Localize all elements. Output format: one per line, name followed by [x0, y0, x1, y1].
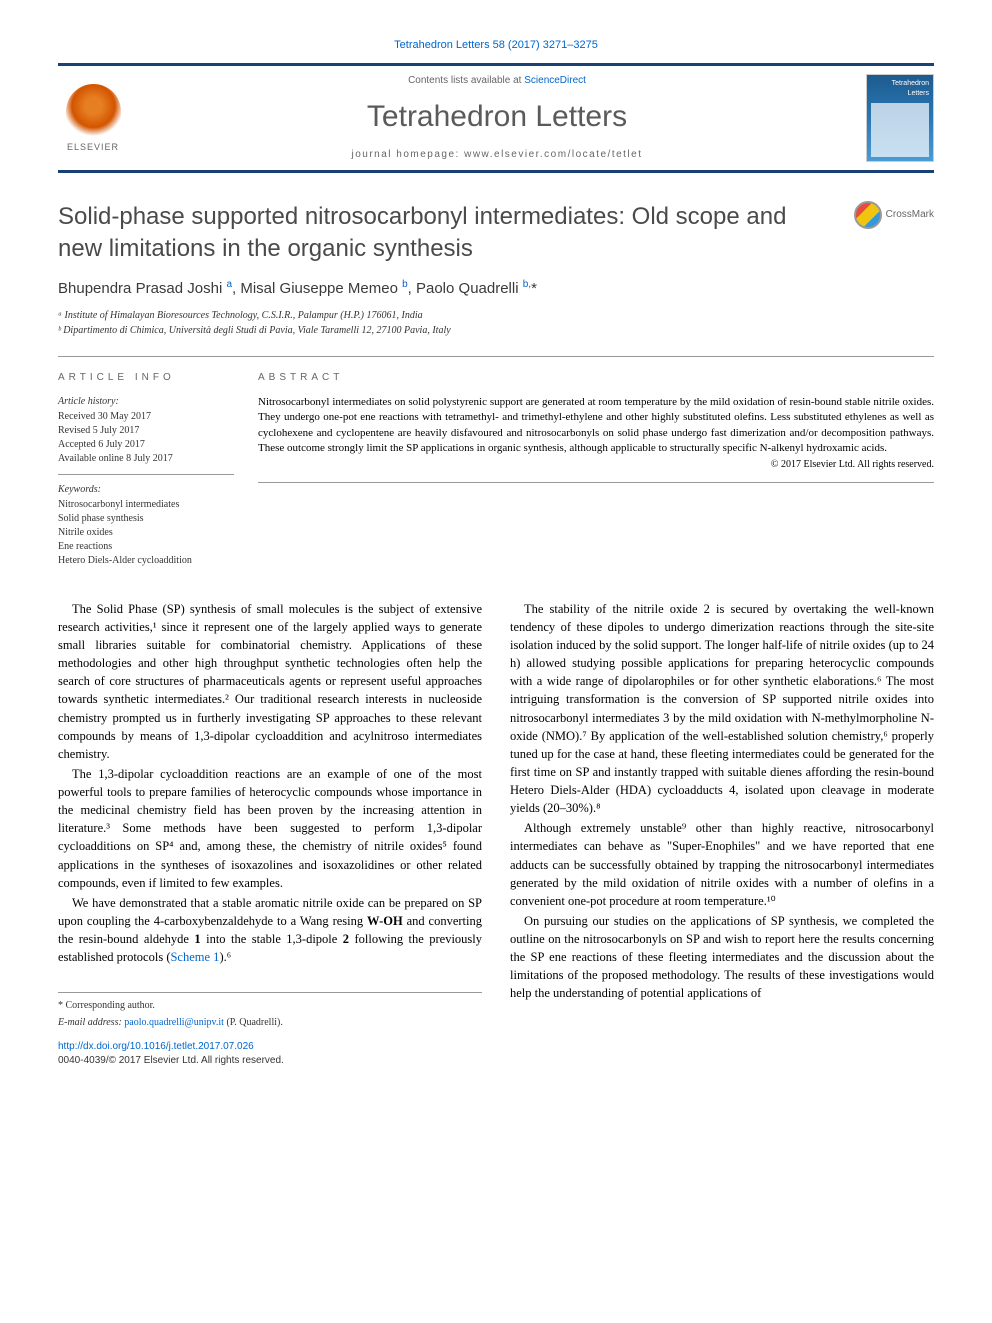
keyword-2: Nitrile oxides	[58, 526, 234, 540]
sciencedirect-link[interactable]: ScienceDirect	[524, 75, 586, 86]
abstract-text: Nitrosocarbonyl intermediates on solid p…	[258, 396, 934, 454]
contents-available: Contents lists available at ScienceDirec…	[128, 74, 866, 88]
cover-title: Tetrahedron Letters	[871, 79, 929, 99]
scheme-1-link[interactable]: Scheme 1	[170, 950, 219, 964]
history-accepted: Accepted 6 July 2017	[58, 438, 234, 452]
affiliation-b: ᵇ Dipartimento di Chimica, Università de…	[58, 324, 934, 338]
abstract: ABSTRACT Nitrosocarbonyl intermediates o…	[258, 371, 934, 568]
publisher-name: ELSEVIER	[67, 141, 119, 154]
crossmark-label: CrossMark	[886, 208, 934, 222]
homepage-url[interactable]: www.elsevier.com/locate/tetlet	[464, 149, 642, 160]
issn-copyright: 0040-4039/© 2017 Elsevier Ltd. All right…	[58, 1054, 934, 1068]
homepage-prefix: journal homepage:	[351, 149, 464, 160]
corresponding-label: * Corresponding author.	[58, 999, 482, 1014]
keyword-4: Hetero Diels-Alder cycloaddition	[58, 554, 234, 568]
elsevier-tree-icon	[66, 84, 121, 139]
article-body: The Solid Phase (SP) synthesis of small …	[58, 600, 934, 1031]
history-online: Available online 8 July 2017	[58, 452, 234, 466]
crossmark-badge[interactable]: CrossMark	[854, 201, 934, 229]
affiliations: ᵃ Institute of Himalayan Bioresources Te…	[58, 309, 934, 338]
body-p1: The Solid Phase (SP) synthesis of small …	[58, 600, 482, 763]
article-title: Solid-phase supported nitrosocarbonyl in…	[58, 201, 854, 263]
doi-link[interactable]: http://dx.doi.org/10.1016/j.tetlet.2017.…	[58, 1041, 254, 1052]
keyword-3: Ene reactions	[58, 540, 234, 554]
article-info-heading: ARTICLE INFO	[58, 371, 234, 385]
doi-block: http://dx.doi.org/10.1016/j.tetlet.2017.…	[58, 1040, 934, 1068]
keywords-label: Keywords:	[58, 483, 234, 497]
corresponding-author-footer: * Corresponding author. E-mail address: …	[58, 992, 482, 1030]
keyword-0: Nitrosocarbonyl intermediates	[58, 498, 234, 512]
article-info: ARTICLE INFO Article history: Received 3…	[58, 371, 258, 568]
body-p3: We have demonstrated that a stable aroma…	[58, 894, 482, 967]
body-p6: On pursuing our studies on the applicati…	[510, 912, 934, 1003]
email-label: E-mail address:	[58, 1017, 124, 1028]
p3-c: into the stable 1,3-dipole	[201, 932, 343, 946]
abstract-heading: ABSTRACT	[258, 371, 934, 385]
email-name: (P. Quadrelli).	[224, 1017, 283, 1028]
affiliation-a: ᵃ Institute of Himalayan Bioresources Te…	[58, 309, 934, 323]
authors-line: Bhupendra Prasad Joshi a, Misal Giuseppe…	[58, 278, 934, 299]
journal-name: Tetrahedron Letters	[128, 96, 866, 138]
keyword-1: Solid phase synthesis	[58, 512, 234, 526]
contents-prefix: Contents lists available at	[408, 75, 524, 86]
history-label: Article history:	[58, 395, 234, 409]
cover-image	[871, 103, 929, 157]
body-p2: The 1,3-dipolar cycloaddition reactions …	[58, 765, 482, 892]
abstract-copyright: © 2017 Elsevier Ltd. All rights reserved…	[258, 458, 934, 472]
journal-cover[interactable]: Tetrahedron Letters	[866, 74, 934, 162]
crossmark-icon	[854, 201, 882, 229]
body-p5: Although extremely unstable⁹ other than …	[510, 819, 934, 910]
p3-e: ).⁶	[219, 950, 231, 964]
homepage-line: journal homepage: www.elsevier.com/locat…	[128, 148, 866, 162]
history-revised: Revised 5 July 2017	[58, 424, 234, 438]
history-received: Received 30 May 2017	[58, 410, 234, 424]
author-email-link[interactable]: paolo.quadrelli@unipv.it	[124, 1017, 224, 1028]
elsevier-logo[interactable]: ELSEVIER	[58, 78, 128, 158]
citation-line: Tetrahedron Letters 58 (2017) 3271–3275	[58, 38, 934, 53]
body-p4: The stability of the nitrile oxide 2 is …	[510, 600, 934, 818]
journal-header: ELSEVIER Contents lists available at Sci…	[58, 63, 934, 173]
